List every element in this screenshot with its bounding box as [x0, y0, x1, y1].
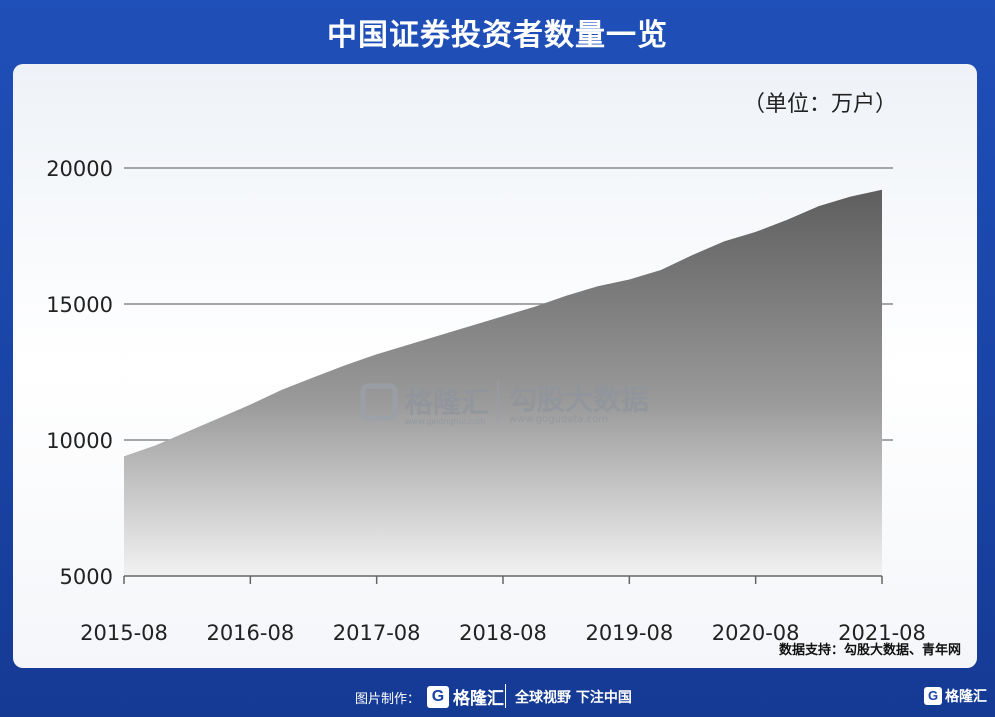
- page-title: 中国证券投资者数量一览: [327, 18, 668, 53]
- data-source: 数据支持：勾股大数据、青年网: [778, 643, 961, 658]
- y-tick-labels: 5000 10000 15000 20000: [46, 157, 113, 589]
- corner-g-logo-icon: G: [924, 687, 942, 705]
- made-by-label: 图片制作：: [355, 692, 421, 707]
- chart-panel: （单位：万户） 5000 10000 15000 20000 2015-08 2016-…: [13, 64, 977, 668]
- watermark-brand-1: 格隆汇: [405, 386, 489, 419]
- watermark-site-2: www.gogudata.com: [509, 414, 608, 425]
- watermark-brand-2: 勾股大数据: [509, 383, 649, 416]
- watermark-site-1: www.gelonghui.com: [405, 417, 486, 426]
- x-tick-label: 2016-08: [206, 621, 294, 645]
- footer-bar: 图片制作： G 格隆汇 全球视野 下注中国 G 格隆汇: [0, 676, 995, 717]
- x-tick-label: 2019-08: [585, 621, 673, 645]
- y-tick-label: 10000: [46, 429, 113, 453]
- y-tick-label: 20000: [46, 157, 113, 181]
- footer-logo: G 格隆汇: [427, 684, 504, 709]
- footer-slogan: 全球视野 下注中国: [515, 690, 632, 706]
- x-tick-label: 2017-08: [333, 621, 421, 645]
- area-chart: 5000 10000 15000 20000 2015-08 2016-08 2017-0…: [46, 157, 926, 645]
- x-tick-label: 2021-08: [838, 621, 926, 645]
- x-tick-label: 2018-08: [459, 621, 547, 645]
- x-tick-label: 2020-08: [712, 621, 800, 645]
- corner-logo-text: 格隆汇: [945, 689, 987, 705]
- series-area: [124, 189, 882, 577]
- y-tick-label: 15000: [46, 293, 113, 317]
- corner-logo: G 格隆汇: [924, 686, 987, 706]
- watermark: 格隆汇 www.gelonghui.com 勾股大数据 www.gogudata…: [360, 380, 649, 426]
- x-tick-label: 2015-08: [80, 621, 168, 645]
- unit-label: （单位：万户）: [742, 92, 897, 117]
- x-tick-labels: 2015-08 2016-08 2017-08 2018-08 2019-08 2020-…: [80, 621, 926, 645]
- footer-logo-text: 格隆汇: [453, 689, 504, 709]
- watermark-logo-icon: [360, 383, 398, 421]
- x-axis: [123, 575, 883, 584]
- footer-divider: [505, 684, 506, 708]
- g-logo-icon: G: [427, 685, 449, 708]
- y-tick-label: 5000: [60, 565, 113, 589]
